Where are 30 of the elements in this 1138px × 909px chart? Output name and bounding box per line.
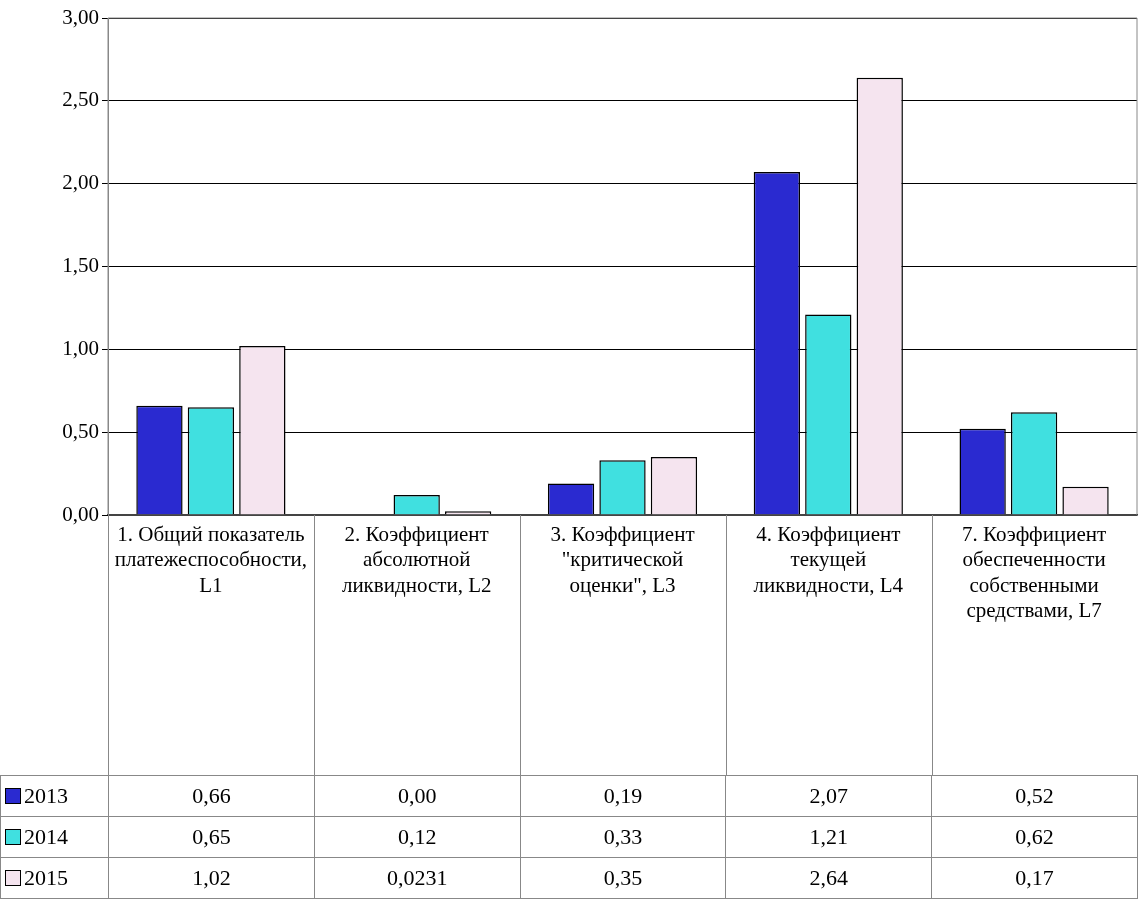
data-label: 2,64 (725, 857, 932, 899)
y-tick-label: 1,00 (62, 335, 99, 360)
x-tick-label: 7. Коэффициент обеспеченности собственными средствами, L7 (962, 522, 1107, 622)
data-label: 0,00 (314, 775, 521, 817)
legend-label: 2014 (0, 816, 109, 858)
data-label: 0,65 (108, 816, 315, 858)
data-label: 0,52 (931, 775, 1138, 817)
data-label: 0,33 (520, 816, 726, 858)
x-tick-label: 3. Коэффициент "критической оценки", L3 (550, 522, 695, 597)
legend-label: 2015 (0, 857, 109, 899)
y-tick-label: 3,00 (62, 4, 99, 29)
x-tick-label: 1. Общий показатель платежеспособности, L1 (114, 522, 308, 597)
x-tick-label: 4. Коэффициент текущей ликвидности, L4 (753, 522, 904, 597)
legend-label: 2013 (0, 775, 109, 817)
y-tick-label: 1,50 (62, 253, 99, 278)
y-tick-label: 0,00 (62, 501, 99, 526)
data-label: 1,21 (725, 816, 932, 858)
data-label: 0,35 (520, 857, 726, 899)
data-label: 0,17 (931, 857, 1138, 899)
y-tick-label: 2,50 (62, 87, 99, 112)
data-label: 0,66 (108, 775, 315, 817)
data-label: 0,12 (314, 816, 521, 858)
y-tick-label: 2,00 (62, 170, 99, 195)
data-label: 0,19 (520, 775, 726, 817)
data-label: 1,02 (108, 857, 315, 899)
data-label: 0,62 (931, 816, 1138, 858)
x-tick-label: 2. Коэффициент абсолютной ликвидности, L2 (341, 522, 492, 597)
data-label: 0,0231 (314, 857, 521, 899)
y-tick-label: 0,50 (62, 418, 99, 443)
data-label: 2,07 (725, 775, 932, 817)
